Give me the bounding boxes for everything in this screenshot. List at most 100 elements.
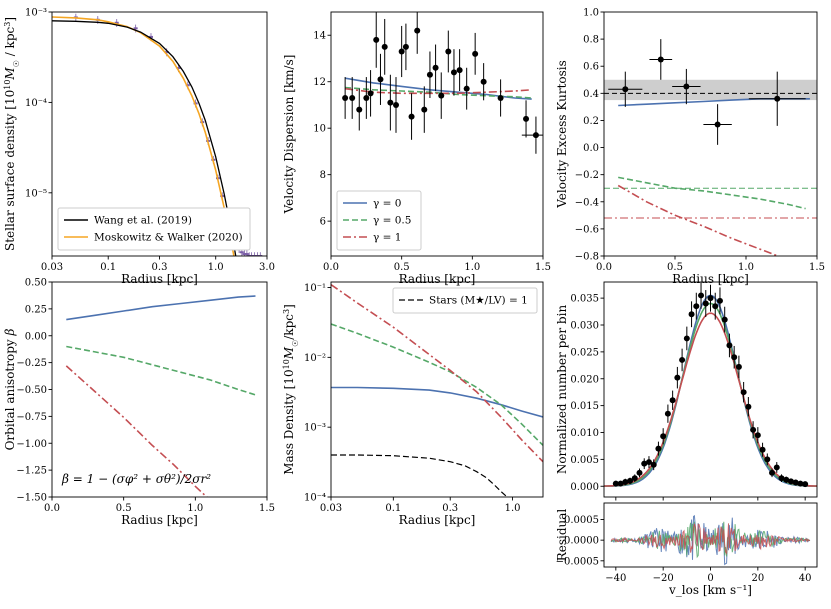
data-point [707,295,714,302]
x-tick-label: 1.0 [505,503,521,514]
data-point [750,426,757,433]
y-axis-label: Orbital anisotropy β [3,329,17,451]
x-tick-label: 1.5 [535,262,551,273]
x-tick-label: 0.03 [41,262,63,273]
data-point [402,43,409,50]
y-tick-label: 0.0000 [564,536,599,547]
y-tick-label: 0.0 [583,143,599,154]
data-point [617,480,624,487]
data-point [693,303,700,310]
y-axis-label-part: /kpc [282,314,296,340]
data-point [683,83,690,90]
panel-residual: −40 −20 0 20 40 −0.0005 0.0000 0.0005 v_los [km … [555,502,818,597]
y-axis-label-part: ☉ [12,60,21,67]
data-point [249,255,254,256]
x-axis-label: Radius [kpc] [121,272,198,286]
data-point [426,71,433,78]
x-tick-label: 1.5 [259,503,275,514]
data-point [754,432,761,439]
series-line [52,16,235,256]
x-tick-label: 20 [751,573,764,584]
y-axis-label-part: Mass Density [10 [282,369,296,474]
y-tick-label: −0.4 [575,197,599,208]
y-axis-label: Mass Density [1010M☉/kpc3] [282,304,300,475]
y-tick-label: −1.25 [16,466,47,477]
data-point [802,481,809,488]
y-tick-label: 6 [320,217,326,228]
data-point [783,476,790,483]
x-tick-label: 0.1 [100,262,116,273]
y-tick-label: 0.0005 [564,515,599,526]
data-point [641,460,648,467]
y-axis-label: Residual [555,509,569,562]
y-tick-label: 10⁻² [304,353,326,364]
data-point [377,76,384,83]
y-tick-label: −1.50 [16,493,47,504]
y-tick-label: 10 [313,124,326,135]
confidence-band [604,79,817,101]
data-point [714,121,721,128]
data-point [660,433,667,440]
y-tick-label: 0.030 [570,321,599,332]
y-axis-label-part: Stellar surface density [10 [3,90,17,251]
plot-area [610,514,811,566]
y-axis-label: Normalized number per bin [555,305,569,475]
y-tick-label: 0.6 [583,62,599,73]
data-point [450,69,457,76]
x-tick-label: 0.0 [44,503,60,514]
y-tick-label: 0.8 [583,35,599,46]
y-tick-label: −0.6 [575,224,599,235]
y-tick-label: −0.0005 [556,556,599,567]
data-point [655,445,662,452]
y-tick-label: 0.000 [570,482,599,493]
data-point [740,389,747,396]
y-axis-label-part: 3 [282,309,291,314]
data-point [185,84,190,87]
axes-frame [603,281,818,498]
legend-label: Moskowitz & Walker (2020) [94,232,243,244]
series-line [52,20,237,256]
y-axis-label-part: ☉ [291,340,300,347]
data-point [497,94,504,101]
data-point [255,255,260,256]
x-tick-label: 0.3 [152,262,168,273]
x-axis-label: Radius [kpc] [399,272,476,286]
panel-velocity-kurtosis: 0.0 0.5 1.0 1.5 −0.8 −0.6 −0.4 −0.2 0.0 0.2 0.4 0.6… [555,8,825,287]
y-tick-label: −1.00 [16,439,47,450]
series-line [345,87,532,95]
x-tick-label: 0.0 [323,262,339,273]
y-axis-label-part: β [3,329,17,337]
x-tick-label: −20 [653,573,674,584]
y-tick-label: −0.75 [16,412,47,423]
data-point [759,446,766,453]
data-point [702,300,709,307]
plot-area [604,282,817,488]
y-tick-label: 0.015 [570,401,599,412]
y-axis-label: Stellar surface density [1010M☉ / kpc3] [3,17,21,251]
data-point [698,292,705,299]
x-axis-label: Radius [kpc] [399,513,476,527]
data-point [631,475,638,482]
x-tick-label: 0.1 [385,503,401,514]
data-point [764,456,771,463]
data-point [792,479,799,486]
data-point [472,50,479,57]
y-tick-label: 8 [320,170,326,181]
data-point [432,64,439,71]
data-point [797,480,804,487]
series-line [65,365,208,497]
data-point [636,469,643,476]
data-point [480,78,487,85]
y-tick-label: 10⁻⁴ [25,98,47,109]
x-tick-label: 0.0 [596,262,612,273]
data-point [239,251,244,254]
legend-label: Wang et al. (2019) [94,215,192,227]
x-tick-label: 1.0 [738,262,754,273]
panel-surface-density: 0.03 0.1 0.3 1.0 3.0 10⁻³ 10⁻⁴ 10⁻⁵ Radius [kpc]… [3,8,275,287]
axes-frame [603,502,818,568]
y-tick-label: 0.50 [25,278,47,289]
y-axis-label-part: Velocity Dispersion [km/s] [282,55,296,215]
axes-frame [51,281,268,498]
data-point [393,101,400,108]
y-tick-label: 1.0 [583,8,599,19]
